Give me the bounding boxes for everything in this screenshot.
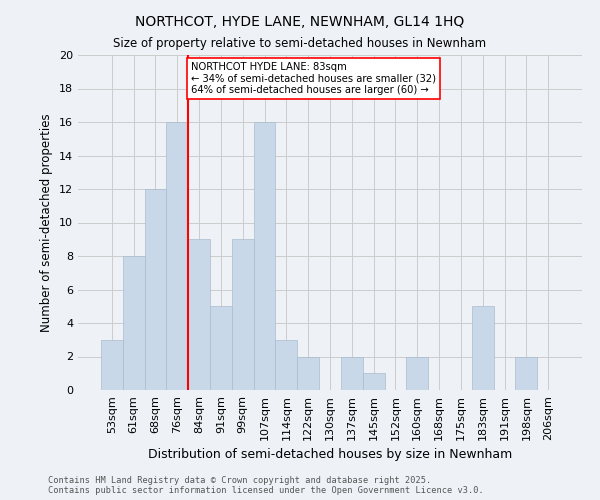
Bar — [472, 306, 494, 390]
Bar — [232, 240, 254, 390]
Bar — [297, 356, 319, 390]
Bar — [341, 356, 363, 390]
X-axis label: Distribution of semi-detached houses by size in Newnham: Distribution of semi-detached houses by … — [148, 448, 512, 461]
Text: Size of property relative to semi-detached houses in Newnham: Size of property relative to semi-detach… — [113, 38, 487, 51]
Bar — [123, 256, 145, 390]
Y-axis label: Number of semi-detached properties: Number of semi-detached properties — [40, 113, 53, 332]
Text: NORTHCOT HYDE LANE: 83sqm
← 34% of semi-detached houses are smaller (32)
64% of : NORTHCOT HYDE LANE: 83sqm ← 34% of semi-… — [191, 62, 436, 95]
Bar — [275, 340, 297, 390]
Text: NORTHCOT, HYDE LANE, NEWNHAM, GL14 1HQ: NORTHCOT, HYDE LANE, NEWNHAM, GL14 1HQ — [136, 15, 464, 29]
Bar — [166, 122, 188, 390]
Text: Contains HM Land Registry data © Crown copyright and database right 2025.
Contai: Contains HM Land Registry data © Crown c… — [48, 476, 484, 495]
Bar — [101, 340, 123, 390]
Bar — [210, 306, 232, 390]
Bar — [406, 356, 428, 390]
Bar — [254, 122, 275, 390]
Bar — [188, 240, 210, 390]
Bar — [515, 356, 537, 390]
Bar — [363, 373, 385, 390]
Bar — [145, 189, 166, 390]
